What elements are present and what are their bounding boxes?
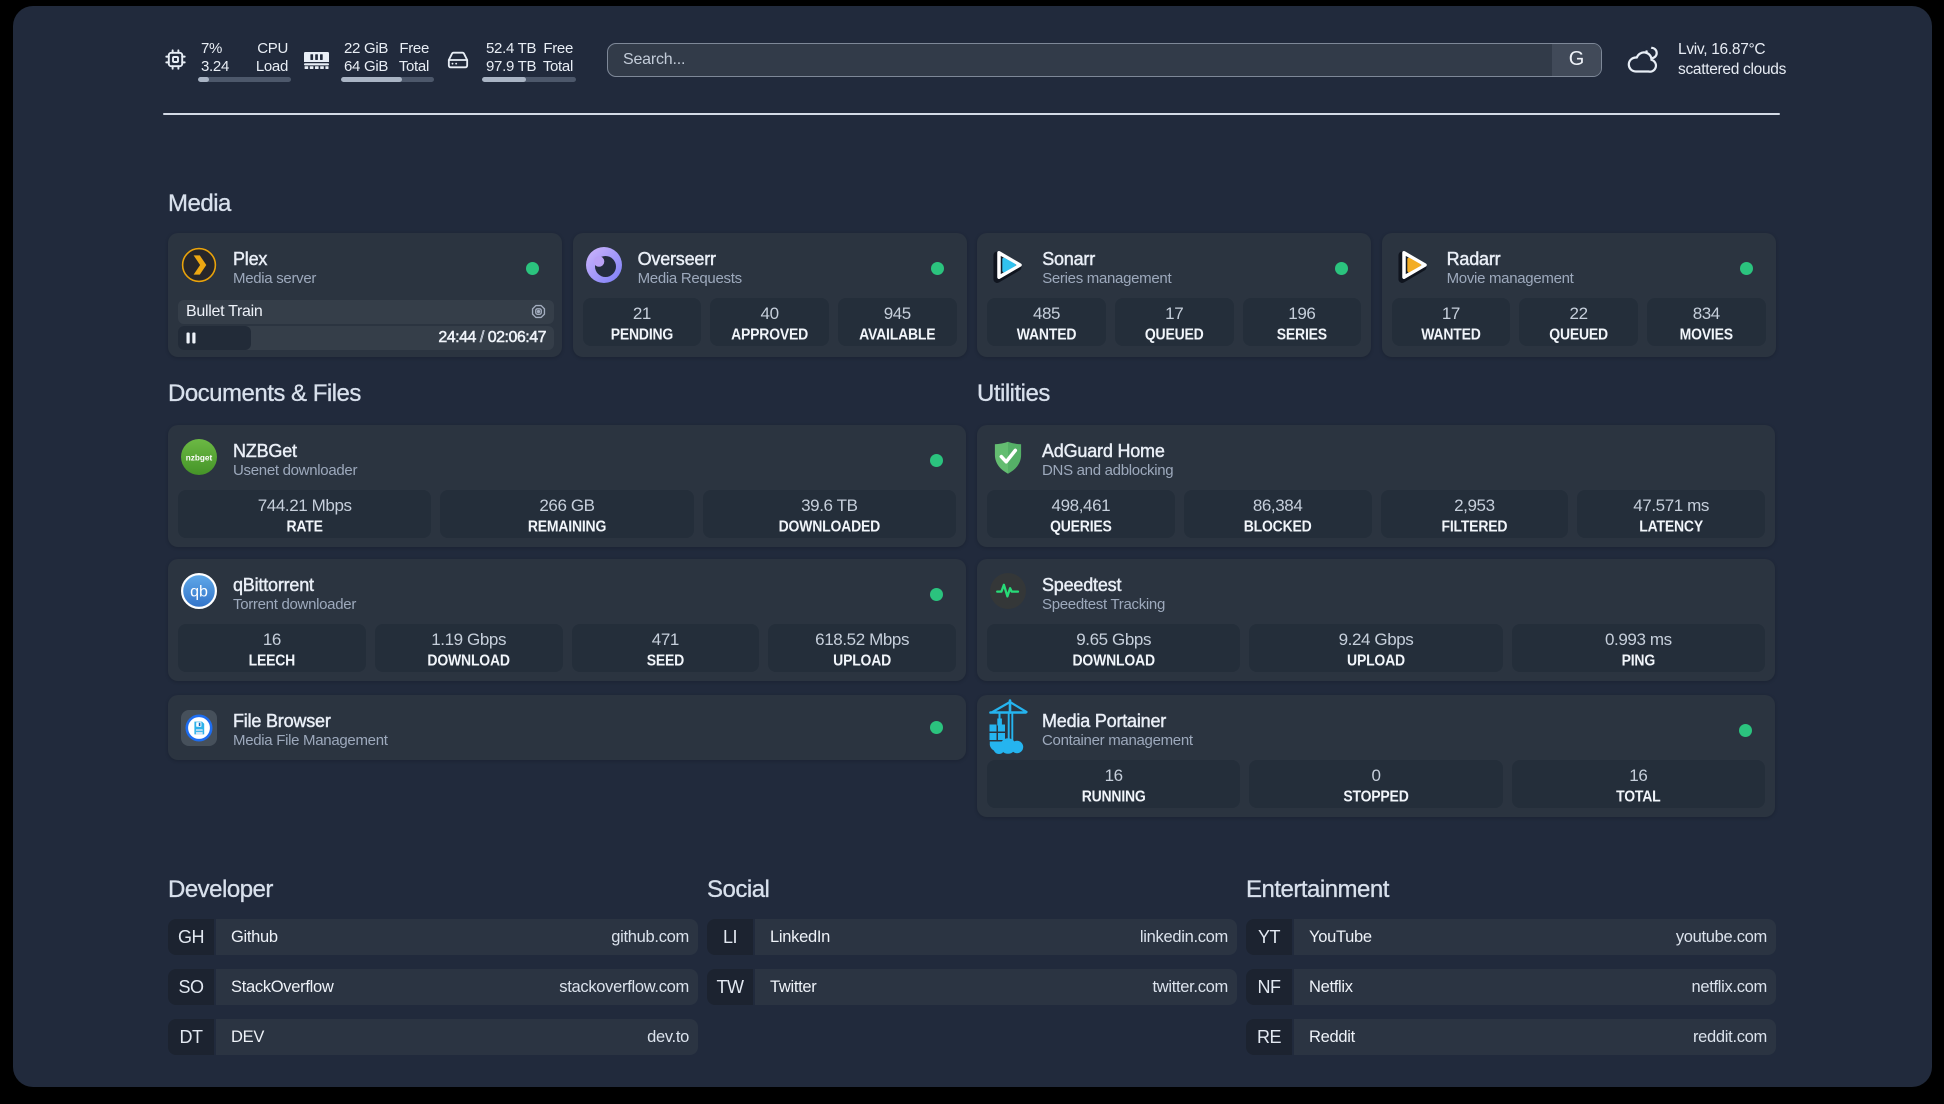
svg-text:nzbget: nzbget [186,454,213,463]
svg-text:qb: qb [190,584,208,601]
